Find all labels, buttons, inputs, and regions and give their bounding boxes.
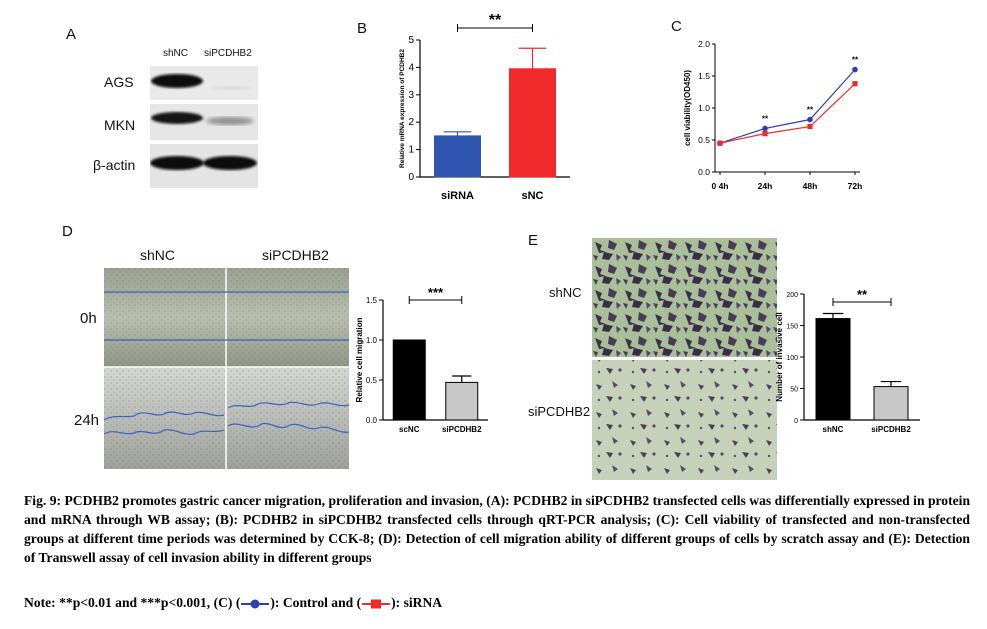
note-prefix: Note: **p<0.01 and ***p<0.001, (C) ( — [24, 595, 241, 610]
x-category-label: siRNA — [441, 190, 474, 202]
bar — [815, 318, 851, 421]
blot-col-label-shnc: shNC — [163, 48, 189, 59]
chart-e-invasive-cells: 0 50 100 150 200 shNC siPCDHB2 ** Number of inva… — [775, 287, 920, 434]
x-category-label: siPCDHB2 — [442, 425, 482, 434]
y-tick-label: 0.0 — [366, 416, 378, 425]
series-marker-circle — [807, 116, 813, 123]
series-line — [719, 69, 856, 144]
panel-e-letter: E — [528, 232, 539, 249]
blot-col-label-sipcdhb2: siPCDHB2 — [204, 48, 252, 59]
panel-b-letter: B — [357, 20, 368, 37]
legend-control-line-circle-icon — [241, 599, 270, 609]
note-suffix: ): siRNA — [391, 595, 443, 610]
series-marker-circle — [762, 125, 768, 132]
chart-b-mrna-expression: 0 1 2 3 4 5 siRNA sNC ** Relative mRNA expression… — [399, 12, 570, 202]
caption-text: Fig. 9: PCDHB2 promotes gastric cancer m… — [24, 493, 970, 565]
bar — [445, 381, 479, 421]
significance-label: ** — [852, 56, 859, 65]
blot-row-label-ags: AGS — [104, 74, 134, 90]
significance-label: ** — [489, 12, 502, 29]
x-tick-label: 48h — [803, 181, 818, 191]
x-category-label: sNC — [521, 190, 543, 202]
chart-d-relative-migration: 0.0 0.5 1.0 1.5 scNC siPCDHB2 *** Relative cell… — [355, 285, 488, 434]
x-tick-label: 72h — [848, 181, 863, 191]
y-tick-label: 0 — [794, 418, 798, 425]
y-tick-label: 150 — [786, 324, 798, 331]
panel-a-letter: A — [66, 26, 77, 43]
y-tick-label: 2 — [408, 117, 414, 128]
x-category-label: shNC — [823, 425, 844, 434]
significance-label: ** — [857, 287, 868, 302]
x-tick-label: 0 4h — [711, 181, 728, 191]
scratch-row-label-24h: 24h — [74, 412, 100, 429]
y-tick-label: 4 — [408, 62, 414, 73]
western-blot-image — [150, 66, 258, 188]
y-tick-label: 200 — [786, 292, 798, 299]
significance-label: ** — [762, 114, 769, 123]
y-tick-label: 0.5 — [366, 376, 378, 385]
y-tick-label: 2.0 — [698, 39, 710, 49]
significance-label: ** — [807, 106, 814, 115]
blot-row-label-mkn: MKN — [104, 117, 136, 133]
y-tick-label: 3 — [408, 90, 414, 101]
y-axis-label: cell viability(OD450) — [683, 70, 692, 146]
blot-row-label-actin: β-actin — [93, 157, 136, 173]
y-tick-label: 50 — [790, 387, 798, 394]
y-tick-label: 0.5 — [698, 135, 710, 145]
scratch-col-label-sipcdhb2: siPCDHB2 — [262, 247, 329, 263]
y-axis-label: Relative mRNA expression of PCDHB2 — [399, 49, 406, 168]
legend-sirna-line-square-icon — [362, 599, 391, 609]
panel-d-letter: D — [62, 223, 73, 240]
y-tick-label: 0.0 — [698, 167, 710, 177]
x-tick-label: 24h — [758, 181, 773, 191]
transwell-row-label-sipcdhb2: siPCDHB2 — [528, 404, 591, 419]
transwell-image — [592, 238, 777, 480]
y-axis-label: Number of invasive cell — [775, 312, 784, 401]
y-tick-label: 5 — [408, 35, 414, 46]
y-tick-label: 100 — [786, 355, 798, 362]
y-tick-label: 1 — [408, 145, 414, 156]
x-category-label: siPCDHB2 — [871, 425, 911, 434]
bar — [392, 339, 426, 421]
y-tick-label: 1.0 — [698, 103, 710, 113]
scratch-assay-image — [104, 268, 349, 469]
chart-c-cell-viability: 0.0 0.5 1.0 1.5 2.0 0 4h 24h 48h 72h ** ** ** cell v… — [683, 39, 863, 191]
scratch-row-label-0h: 0h — [80, 310, 97, 327]
y-tick-label: 1.0 — [366, 336, 378, 345]
note-mid: ): Control and ( — [270, 595, 362, 610]
figure-note: Note: **p<0.01 and ***p<0.001, (C) ( ): C… — [24, 595, 442, 611]
x-category-label: scNC — [399, 425, 420, 434]
series-line — [719, 83, 856, 144]
y-axis-label: Relative cell migration — [355, 317, 364, 402]
y-tick-label: 1.5 — [366, 296, 378, 305]
series-marker-square — [807, 123, 813, 130]
series-marker-square — [852, 81, 858, 87]
series-marker-square — [762, 131, 768, 137]
significance-label: *** — [428, 285, 444, 300]
bar — [873, 386, 909, 421]
figure-caption: Fig. 9: PCDHB2 promotes gastric cancer m… — [24, 491, 970, 567]
panel-c-letter: C — [671, 18, 682, 35]
scratch-col-label-shnc: shNC — [140, 247, 176, 263]
series-marker-square — [717, 140, 723, 146]
series-marker-circle — [852, 66, 858, 73]
transwell-row-label-shnc: shNC — [549, 285, 582, 300]
y-tick-label: 0 — [408, 172, 414, 183]
bar — [509, 68, 556, 178]
bar — [434, 135, 481, 178]
y-tick-label: 1.5 — [698, 71, 710, 81]
